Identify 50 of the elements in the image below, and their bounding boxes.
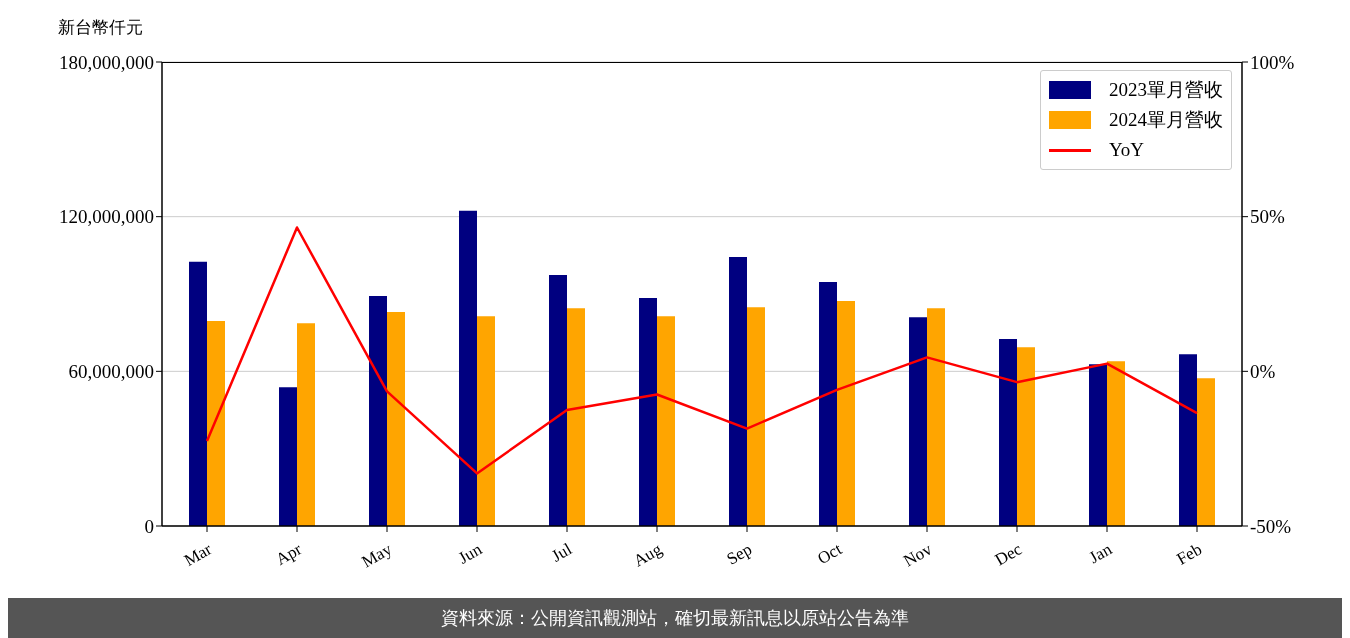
- source-note: 資料來源：公開資訊觀測站，確切最新訊息以原站公告為準: [8, 598, 1342, 638]
- bar: [909, 317, 927, 526]
- x-tick-label: Apr: [272, 539, 306, 570]
- bar: [1089, 364, 1107, 526]
- y-tick-label: 180,000,000: [59, 51, 154, 73]
- bar: [477, 316, 495, 526]
- bar: [999, 339, 1017, 526]
- x-tick-label: Sep: [723, 539, 755, 569]
- y-axis-title: 新台幣仟元: [58, 17, 143, 39]
- bar: [1107, 361, 1125, 526]
- y2-tick-label: 100%: [1250, 51, 1295, 73]
- bar: [1197, 378, 1215, 526]
- x-tick-label: Oct: [814, 539, 846, 569]
- bar: [189, 261, 207, 526]
- x-tick-label: Dec: [991, 539, 1026, 570]
- y-tick-label: 60,000,000: [68, 361, 154, 383]
- bar: [279, 387, 297, 526]
- legend-label: YoY: [1109, 139, 1145, 161]
- x-tick-label: Jul: [548, 539, 576, 566]
- x-tick-label: Aug: [630, 539, 666, 571]
- bar: [369, 296, 387, 526]
- x-tick-label: May: [358, 539, 396, 572]
- bar: [729, 256, 747, 526]
- x-tick-label: Nov: [900, 539, 936, 571]
- bar: [297, 323, 315, 526]
- bar: [747, 307, 765, 526]
- bar: [927, 308, 945, 526]
- bar: [387, 312, 405, 526]
- x-tick-label: Feb: [1173, 539, 1205, 569]
- legend-label: 2023單月營收: [1109, 78, 1223, 102]
- line-series: [205, 226, 1199, 475]
- y2-tick-label: 50%: [1250, 206, 1285, 228]
- bar: [1017, 347, 1035, 526]
- bar: [657, 316, 675, 526]
- bar: [1179, 354, 1197, 526]
- x-tick-label: Mar: [180, 539, 216, 571]
- bar: [837, 300, 855, 526]
- bar: [819, 281, 837, 526]
- y2-tick-label: -50%: [1250, 515, 1292, 537]
- y-tick-label: 0: [144, 515, 154, 537]
- bar: [567, 308, 585, 526]
- bar: [639, 298, 657, 526]
- bar: [207, 321, 225, 526]
- bar: [549, 274, 567, 526]
- legend-label: 2024單月營收: [1109, 108, 1223, 132]
- y2-tick-label: 0%: [1250, 361, 1276, 383]
- x-tick-label: Jan: [1085, 539, 1116, 568]
- y-tick-label: 120,000,000: [59, 206, 154, 228]
- bar: [459, 210, 477, 526]
- x-tick-label: Jun: [455, 539, 486, 568]
